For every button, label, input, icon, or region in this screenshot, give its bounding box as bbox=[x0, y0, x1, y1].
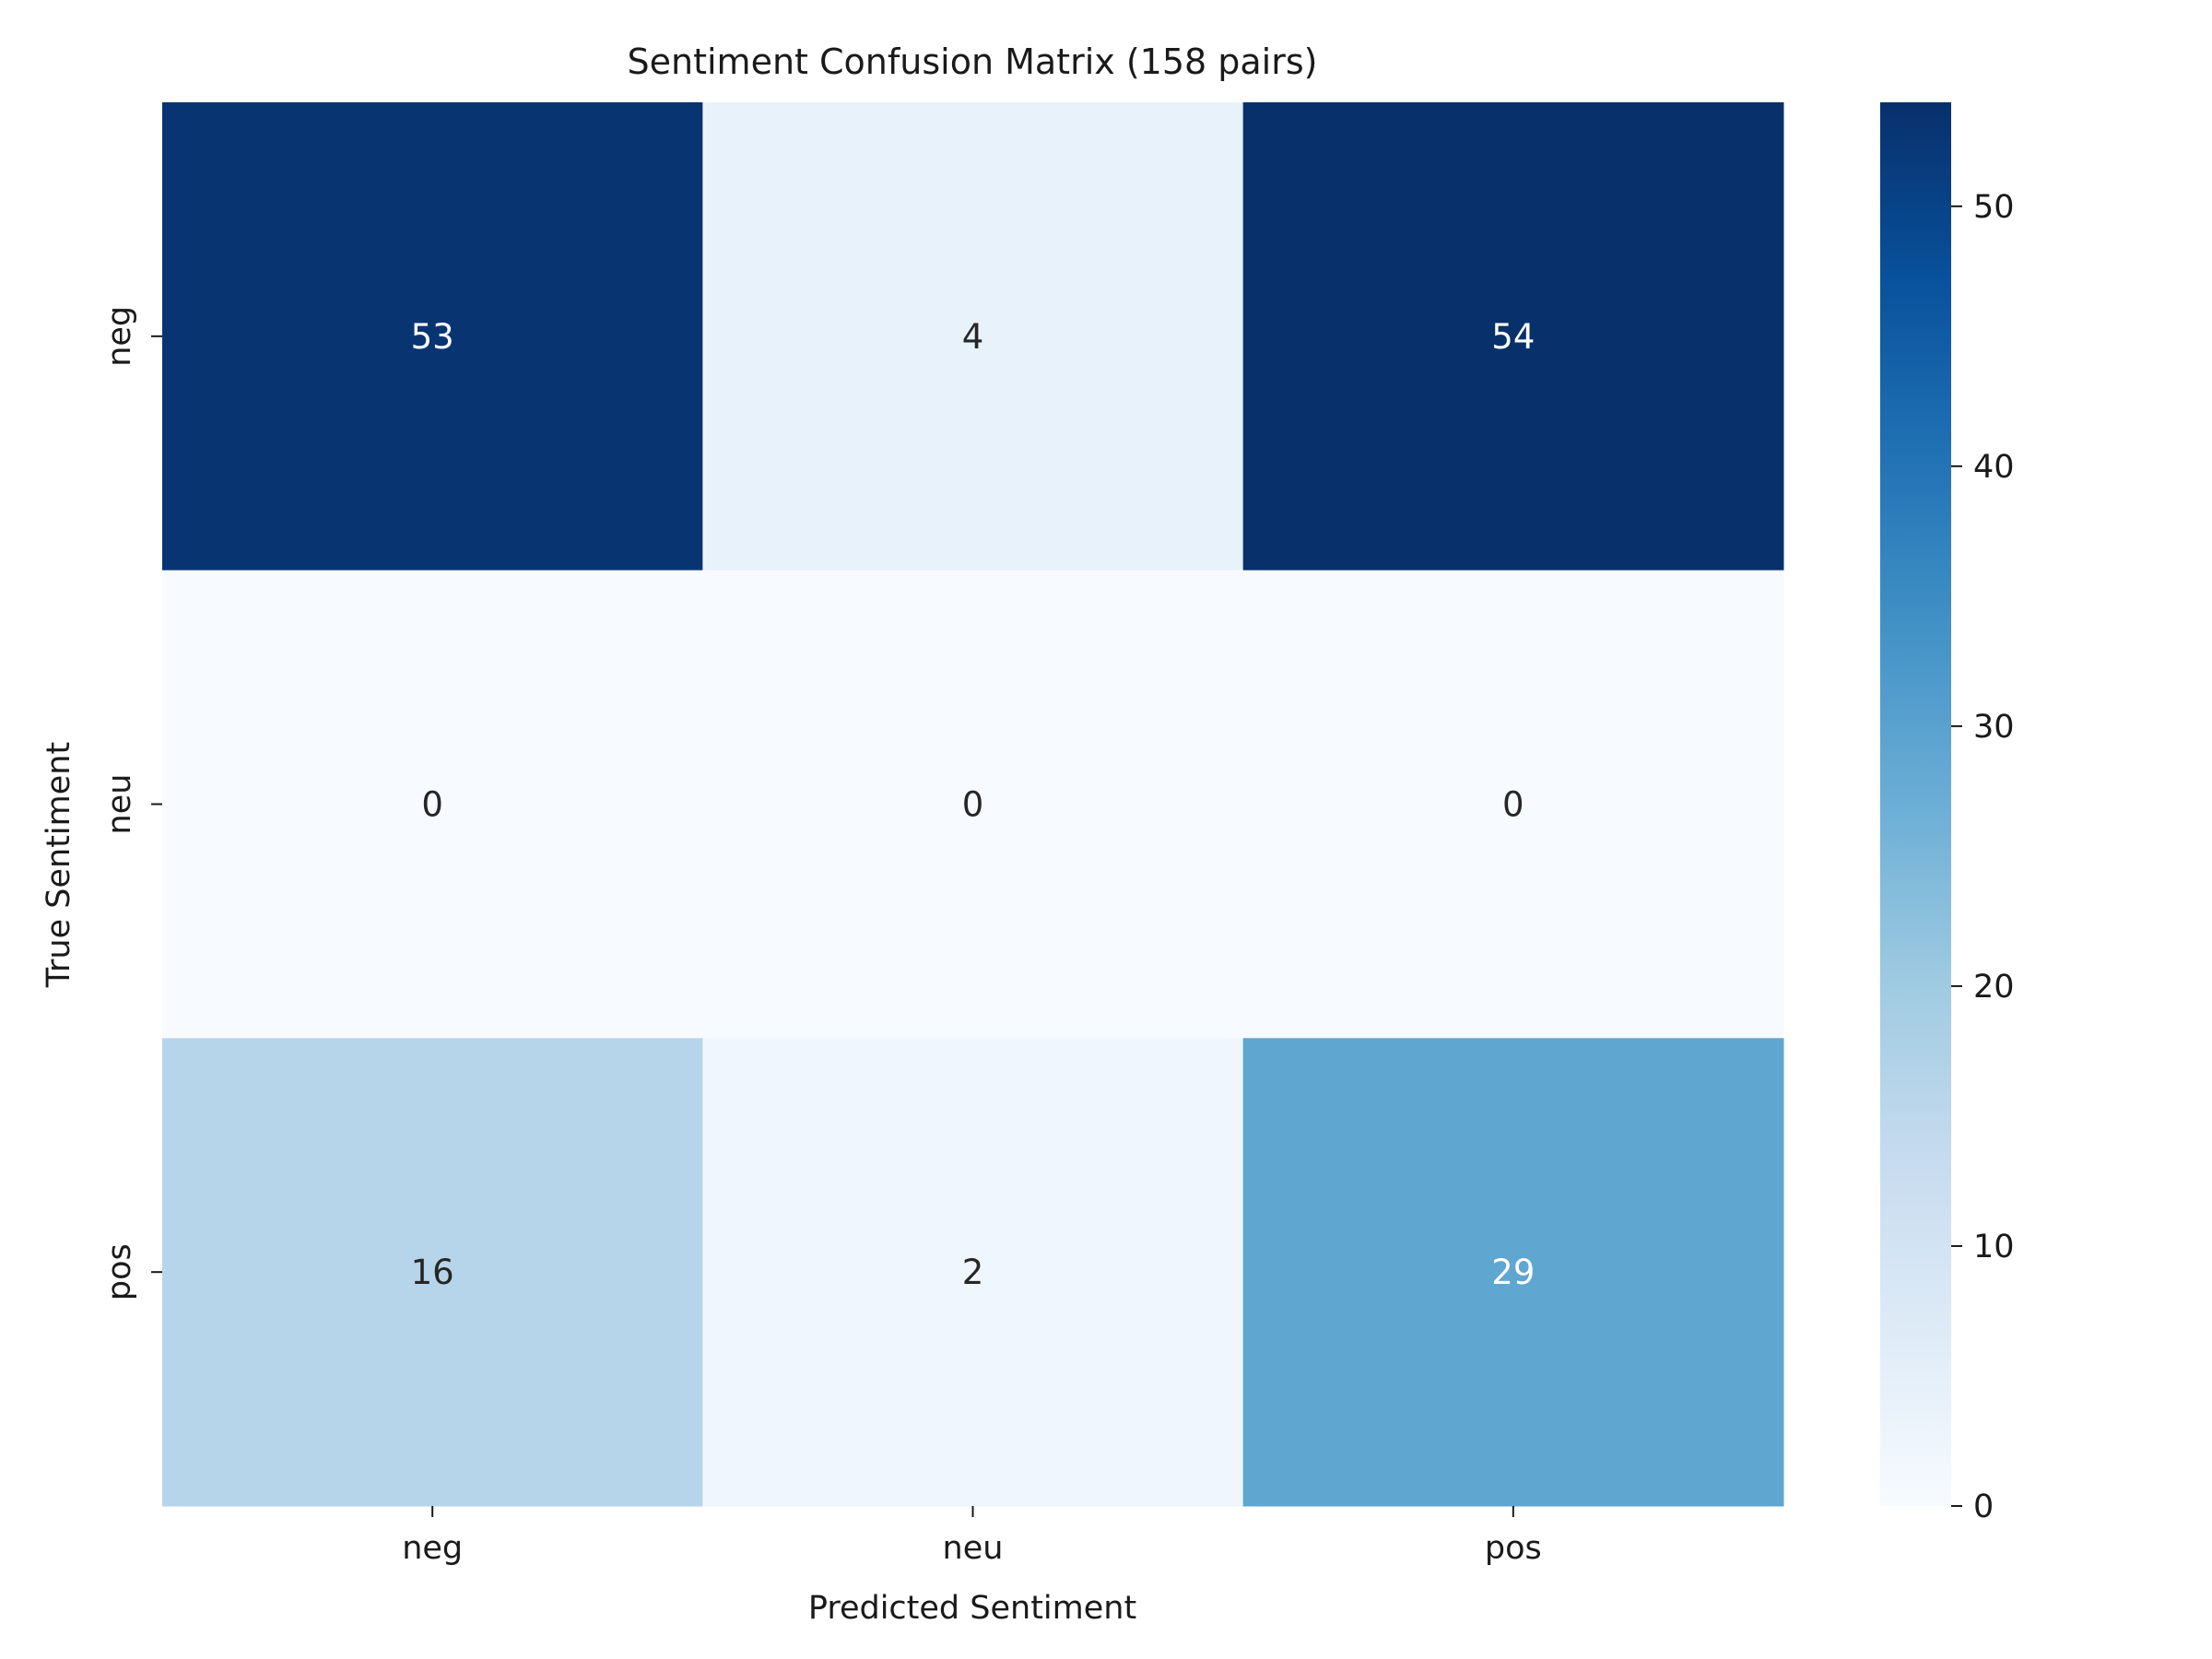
y-tick-label: pos bbox=[101, 1243, 138, 1300]
y-tick-label: neg bbox=[101, 306, 138, 367]
heatmap-cell-pos-neg bbox=[162, 1038, 703, 1507]
heatmap-cell-neg-neu bbox=[702, 102, 1244, 571]
heatmap-cell-neu-neu bbox=[702, 570, 1244, 1039]
cell-value-label: 29 bbox=[1491, 1253, 1535, 1292]
colorbar bbox=[1880, 102, 1951, 1506]
x-tick-label: pos bbox=[1485, 1530, 1542, 1567]
cell-value-label: 16 bbox=[411, 1253, 454, 1292]
heatmap-cell-neg-neg bbox=[162, 102, 703, 571]
heatmap-cell-pos-pos bbox=[1242, 1038, 1784, 1507]
x-tick-label: neu bbox=[943, 1530, 1004, 1567]
cell-value-label: 0 bbox=[962, 785, 984, 825]
y-axis-label: True Sentiment bbox=[41, 742, 77, 988]
colorbar-tick-label: 10 bbox=[1973, 1229, 2015, 1265]
heatmap-cell-labels: 53 4 54 0 0 0 16 2 29 bbox=[411, 317, 1535, 1292]
colorbar-tick-label: 20 bbox=[1973, 969, 2015, 1006]
x-axis-label: Predicted Sentiment bbox=[808, 1590, 1136, 1627]
heatmap-cells bbox=[162, 102, 1784, 1507]
colorbar-tick-label: 0 bbox=[1973, 1488, 1994, 1525]
cell-value-label: 2 bbox=[962, 1253, 984, 1292]
heatmap-cell-pos-neu bbox=[702, 1038, 1244, 1507]
x-tick-label: neg bbox=[402, 1530, 463, 1567]
cell-value-label: 0 bbox=[421, 785, 443, 825]
heatmap-cell-neu-neg bbox=[162, 570, 703, 1039]
cell-value-label: 54 bbox=[1491, 317, 1535, 357]
y-axis: neg neu pos bbox=[101, 306, 162, 1300]
x-axis: neg neu pos bbox=[402, 1506, 1542, 1567]
colorbar-tick-label: 50 bbox=[1973, 189, 2015, 226]
heatmap-cell-neg-pos bbox=[1242, 102, 1784, 571]
chart-title: Sentiment Confusion Matrix (158 pairs) bbox=[628, 41, 1318, 82]
cell-value-label: 53 bbox=[411, 317, 454, 357]
y-tick-label: neu bbox=[101, 774, 138, 835]
colorbar-axis: 0 10 20 30 40 50 bbox=[1951, 189, 2015, 1525]
colorbar-tick-label: 40 bbox=[1973, 449, 2015, 486]
cell-value-label: 0 bbox=[1502, 785, 1524, 825]
cell-value-label: 4 bbox=[962, 317, 984, 357]
colorbar-tick-label: 30 bbox=[1973, 709, 2015, 746]
heatmap-cell-neu-pos bbox=[1242, 570, 1784, 1039]
